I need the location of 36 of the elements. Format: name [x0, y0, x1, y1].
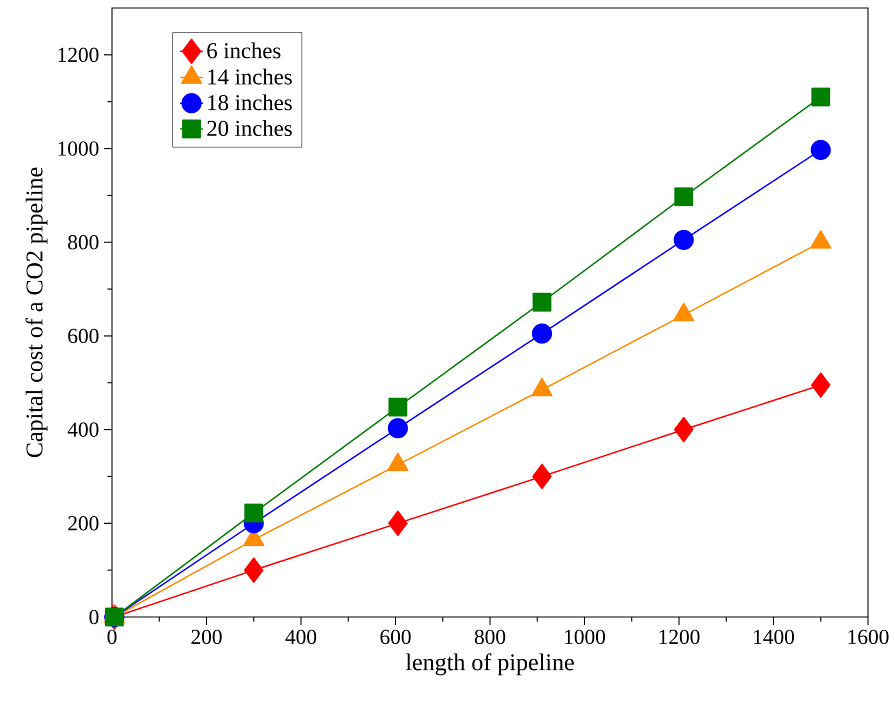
- point: [674, 416, 694, 442]
- x-tick-label: 0: [107, 630, 117, 644]
- x-tick-label: 1400: [754, 630, 794, 644]
- point: [388, 418, 408, 438]
- x-tick-label: 800: [474, 630, 506, 644]
- legend-label: 18 inches: [208, 94, 292, 110]
- point: [532, 464, 552, 490]
- x-tick-label: 1200: [660, 630, 700, 644]
- point: [811, 88, 830, 106]
- x-tick-label: 1000: [565, 630, 606, 644]
- y-tick-label: 1200: [58, 48, 98, 62]
- point: [674, 230, 694, 250]
- point: [811, 372, 830, 398]
- x-tick-label: 200: [191, 630, 222, 644]
- y-tick-label: 200: [68, 516, 98, 531]
- x-tick-label: 400: [285, 630, 316, 644]
- y-tick-label: 800: [68, 235, 98, 250]
- x-tick-label: 600: [380, 630, 411, 644]
- x-axis-title: length of pipeline: [406, 653, 574, 676]
- y-tick-label: 400: [68, 422, 98, 437]
- x-tick-label: 1600: [848, 630, 889, 644]
- legend-label: 20 inches: [207, 120, 292, 136]
- point: [388, 510, 408, 536]
- point: [244, 557, 264, 583]
- y-tick-label: 1000: [58, 141, 98, 156]
- y-tick-label: 600: [68, 328, 98, 344]
- point: [532, 324, 552, 344]
- y-axis-title: Capital cost of a CO2 pipeline: [25, 168, 48, 458]
- point: [388, 398, 408, 417]
- point: [810, 140, 831, 160]
- y-tick-label: 0: [89, 610, 98, 624]
- point: [532, 292, 552, 312]
- point: [674, 187, 694, 206]
- point: [244, 504, 264, 522]
- legend-label: 14 inches: [208, 68, 292, 85]
- legend-label: 6 inches: [207, 42, 280, 58]
